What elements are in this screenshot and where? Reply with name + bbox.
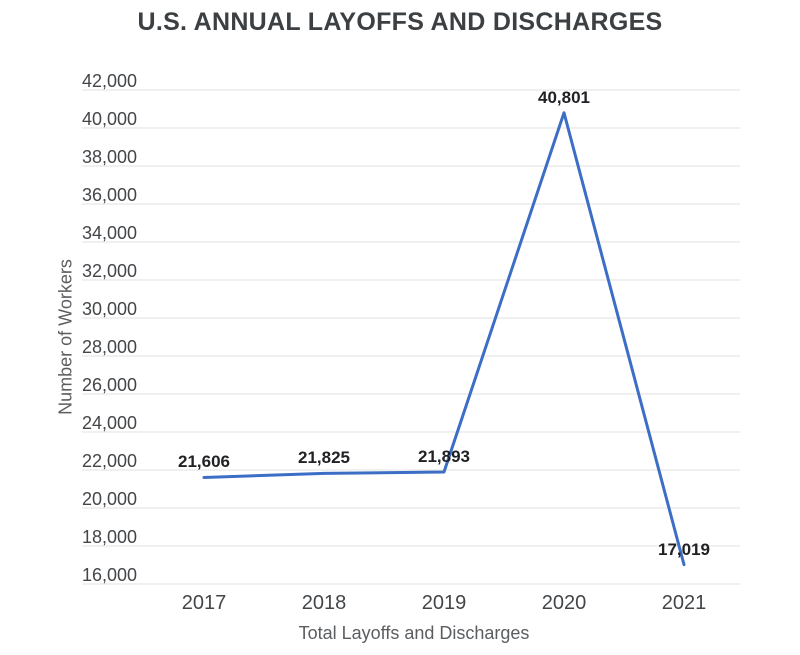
y-tick-label: 28,000: [82, 337, 138, 357]
data-point-label: 21,825: [298, 448, 350, 468]
x-tick-label: 2021: [661, 592, 707, 614]
x-tick-label: 2019: [421, 592, 467, 614]
y-tick-label: 32,000: [82, 261, 138, 281]
data-point-label: 40,801: [538, 87, 590, 107]
y-tick-label: 42,000: [82, 71, 138, 91]
chart-title: U.S. ANNUAL LAYOFFS AND DISCHARGES: [137, 8, 663, 36]
y-tick-label: 22,000: [82, 451, 138, 471]
y-tick-label: 40,000: [82, 109, 138, 129]
data-point-label: 21,893: [418, 447, 470, 467]
y-tick-label: 20,000: [82, 489, 138, 509]
x-axis-title: Total Layoffs and Discharges: [298, 623, 530, 643]
y-tick-label: 30,000: [82, 299, 138, 319]
x-tick-label: 2017: [181, 592, 227, 614]
y-tick-label: 38,000: [82, 147, 138, 167]
y-tick-label: 34,000: [82, 223, 138, 243]
data-point-label: 21,606: [178, 452, 230, 472]
y-tick-label: 26,000: [82, 375, 138, 395]
data-line: [202, 111, 686, 567]
y-tick-label: 18,000: [82, 527, 138, 547]
y-axis-title: Number of Workers: [55, 259, 76, 415]
data-point-label: 17,019: [658, 539, 710, 559]
x-tick-label: 2018: [301, 592, 347, 614]
y-tick-label: 16,000: [82, 565, 138, 585]
x-tick-label: 2020: [541, 592, 587, 614]
y-tick-label: 24,000: [82, 413, 138, 433]
y-tick-label: 36,000: [82, 185, 138, 205]
